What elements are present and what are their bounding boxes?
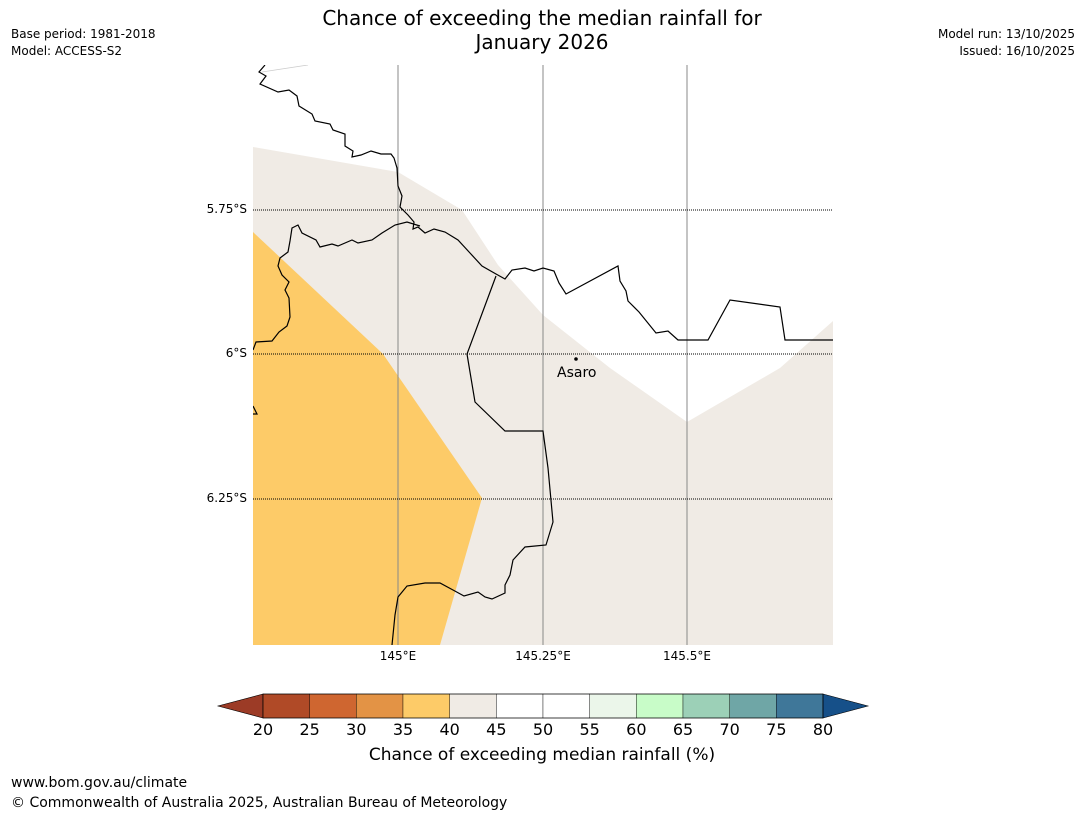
colorbar-tick-label: 75 <box>766 720 787 739</box>
province-border-west-stub <box>253 405 258 415</box>
colorbar-cell <box>262 693 310 719</box>
colorbar-cell <box>682 693 730 719</box>
model-run: Model run: 13/10/2025 <box>937 27 1075 41</box>
colorbar-cell <box>636 693 684 719</box>
colorbar-tick-label: 20 <box>252 720 274 739</box>
colorbar-tick-label: 55 <box>579 720 600 739</box>
title-line-2: January 2026 <box>475 30 609 54</box>
district-border <box>391 275 554 645</box>
colorbar-frame <box>262 693 824 719</box>
footer-copyright: © Commonwealth of Australia 2025, Austra… <box>11 795 508 811</box>
colorbar-title: Chance of exceeding median rainfall (%) <box>368 745 716 765</box>
colorbar-cell <box>449 693 497 719</box>
colorbar <box>216 693 870 719</box>
province-border-west <box>253 221 421 351</box>
colorbar-tick-label: 30 <box>346 720 367 739</box>
lon-label-145: 145°E <box>379 649 417 663</box>
meta-right: Model run: 13/10/2025 Issued: 16/10/2025 <box>938 26 1075 60</box>
colorbar-cell <box>542 693 590 719</box>
colorbar-cell <box>496 693 544 719</box>
lat-label-6-25: 6.25°S <box>206 491 247 505</box>
colorbar-tick-label: 40 <box>439 720 460 739</box>
meta-left: Base period: 1981-2018 Model: ACCESS-S2 <box>11 26 156 60</box>
map-area <box>253 65 833 645</box>
colorbar-cell <box>729 693 777 719</box>
title-line-1: Chance of exceeding the median rainfall … <box>322 6 762 30</box>
colorbar-cell <box>776 693 824 719</box>
colorbar-tick-label: 25 <box>299 720 320 739</box>
lat-label-6: 6°S <box>225 346 247 360</box>
issued-date: Issued: 16/10/2025 <box>959 44 1075 58</box>
province-border-north <box>258 65 833 341</box>
colorbar-cell <box>309 693 357 719</box>
forecast-region-35-40 <box>253 232 482 645</box>
colorbar-cell <box>589 693 637 719</box>
lon-label-145-5: 145.5°E <box>663 649 711 663</box>
colorbar-tick-label: 45 <box>486 720 507 739</box>
footer-url[interactable]: www.bom.gov.au/climate <box>11 775 188 791</box>
coast-fragment <box>261 65 309 73</box>
base-period: Base period: 1981-2018 <box>11 27 156 41</box>
colorbar-under-arrow <box>216 693 264 719</box>
colorbar-tick-label: 35 <box>392 720 414 739</box>
lat-label-5-75: 5.75°S <box>206 202 247 216</box>
lon-label-145-25: 145.25°E <box>515 649 571 663</box>
colorbar-tick-label: 65 <box>672 720 694 739</box>
colorbar-cell <box>402 693 450 719</box>
model-name: Model: ACCESS-S2 <box>11 44 123 58</box>
place-label-asaro: Asaro <box>557 365 597 381</box>
colorbar-tick-label: 80 <box>812 720 834 739</box>
colorbar-over-arrow <box>822 693 870 719</box>
colorbar-tick-label: 60 <box>626 720 647 739</box>
colorbar-tick-label: 70 <box>719 720 740 739</box>
colorbar-tick-label: 50 <box>532 720 554 739</box>
chart-title: Chance of exceeding the median rainfall … <box>242 6 842 54</box>
colorbar-cell <box>356 693 404 719</box>
colorbar-cells <box>262 693 824 719</box>
asaro-marker <box>574 357 578 361</box>
